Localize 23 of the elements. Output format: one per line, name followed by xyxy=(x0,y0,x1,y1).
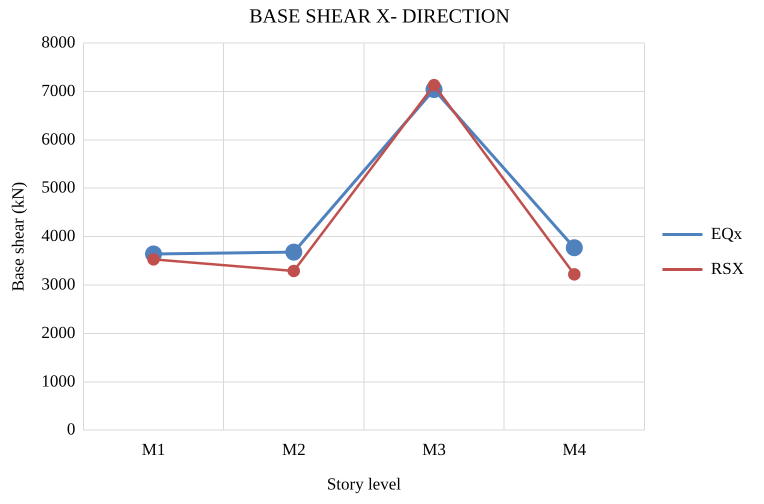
y-tick-label: 8000 xyxy=(41,32,76,52)
chart-title: BASE SHEAR X- DIRECTION xyxy=(249,5,510,28)
x-tick-label: M2 xyxy=(282,440,306,459)
x-tick-label: M1 xyxy=(142,440,166,459)
y-tick-label: 1000 xyxy=(41,371,76,390)
x-tick-label: M3 xyxy=(422,440,446,459)
y-tick-label: 0 xyxy=(66,420,76,439)
y-tick-label: 5000 xyxy=(41,178,76,197)
point xyxy=(285,244,302,261)
y-axis-title: Base shear (kN) xyxy=(8,182,28,292)
point xyxy=(288,264,300,278)
y-tick-label: 6000 xyxy=(41,129,76,148)
point xyxy=(566,239,583,256)
y-tick-label: 4000 xyxy=(41,226,76,246)
x-tick-label: M4 xyxy=(562,440,587,459)
point xyxy=(147,253,160,266)
point xyxy=(568,268,581,281)
y-tick-label: 2000 xyxy=(41,322,76,342)
y-tick-label: 7000 xyxy=(41,80,76,100)
legend-label: EQx xyxy=(710,224,743,243)
legend-label: RSX xyxy=(710,258,744,278)
y-tick-label: 3000 xyxy=(41,274,76,294)
x-axis-title: Story level xyxy=(326,474,402,494)
